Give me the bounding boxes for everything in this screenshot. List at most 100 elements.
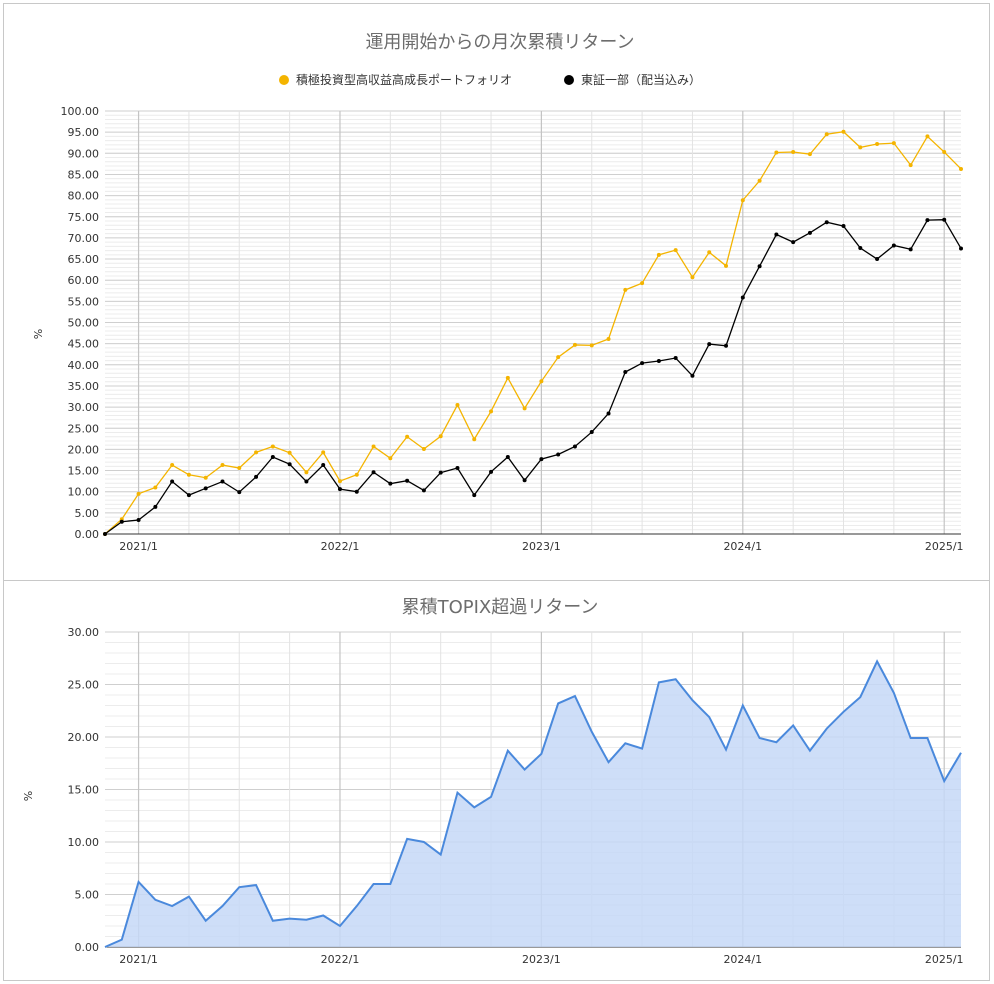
data-point-topix (304, 479, 309, 484)
data-point-portfolio (254, 450, 259, 455)
x-tick-label: 2022/1 (321, 540, 360, 553)
data-point (356, 905, 358, 907)
data-point-topix (119, 519, 124, 524)
data-point-topix (891, 243, 896, 248)
data-point (608, 761, 610, 763)
data-point (222, 905, 224, 907)
data-point-portfolio (824, 132, 829, 137)
legend-label-topix: 東証一部（配当込み） (581, 72, 701, 87)
data-point-portfolio (908, 163, 913, 168)
chart-title: 累積TOPIX超過リターン (402, 597, 599, 618)
data-point (507, 750, 509, 752)
data-point-topix (539, 457, 544, 462)
x-tick-label: 2024/1 (723, 953, 762, 966)
data-point-portfolio (539, 379, 544, 384)
data-point-portfolio (489, 409, 494, 414)
data-point-portfolio (640, 281, 645, 286)
data-point (306, 919, 308, 921)
data-point (171, 905, 173, 907)
data-point (960, 752, 962, 754)
chart-legend: 積極投資型高収益高成長ポートフォリオ 東証一部（配当込み） (279, 72, 701, 87)
data-point (238, 886, 240, 888)
data-point (272, 920, 274, 922)
data-point-topix (589, 430, 594, 435)
data-point-topix (908, 247, 913, 252)
y-tick-label: 80.00 (68, 190, 100, 203)
x-axis-ticks: 2021/1 2022/1 2023/1 2024/1 2025/1 (119, 540, 963, 553)
series-line-portfolio (104, 131, 962, 535)
data-point (440, 854, 442, 856)
data-point-topix (774, 232, 779, 237)
x-tick-label: 2025/1 (925, 953, 964, 966)
data-point-portfolio (925, 134, 930, 139)
data-point (406, 838, 408, 840)
data-point-portfolio (875, 141, 880, 146)
excess-return-chart-panel: 累積TOPIX超過リターン % 0.00 5.00 10.00 15.00 20.00 2… (3, 580, 990, 981)
grid (105, 110, 961, 535)
data-point-topix (959, 246, 963, 251)
x-tick-label: 2022/1 (321, 953, 360, 966)
data-point-portfolio (740, 198, 745, 203)
y-tick-label: 60.00 (68, 274, 100, 287)
data-point (641, 748, 643, 750)
y-tick-label: 30.00 (68, 401, 100, 414)
data-point (876, 661, 878, 663)
y-tick-label: 50.00 (68, 317, 100, 330)
data-point (541, 753, 543, 755)
data-point (473, 807, 475, 809)
data-point-portfolio (623, 287, 628, 292)
data-point-topix (254, 474, 259, 479)
data-point-portfolio (220, 463, 225, 468)
data-point-topix (186, 493, 191, 498)
data-point-portfolio (891, 141, 896, 146)
data-point (809, 750, 811, 752)
y-tick-label: 5.00 (75, 889, 100, 902)
y-tick-label: 85.00 (68, 168, 100, 181)
data-point-topix (757, 264, 762, 269)
data-point (725, 749, 727, 751)
data-point (792, 725, 794, 727)
data-point-portfolio (707, 250, 712, 255)
data-point (742, 705, 744, 707)
data-point-portfolio (656, 252, 661, 257)
data-point-topix (556, 452, 561, 457)
legend-label-portfolio: 積極投資型高収益高成長ポートフォリオ (296, 72, 512, 87)
y-tick-label: 5.00 (75, 507, 100, 520)
data-point-portfolio (371, 444, 376, 449)
data-point-topix (321, 463, 326, 468)
data-point-topix (203, 486, 208, 491)
y-tick-label: 100.00 (61, 105, 100, 118)
y-tick-label: 65.00 (68, 253, 100, 266)
data-point (457, 792, 459, 794)
data-point-portfolio (455, 402, 460, 407)
data-point-topix (841, 224, 846, 229)
data-point-portfolio (287, 450, 292, 455)
data-point-topix (472, 493, 477, 498)
data-point-portfolio (472, 437, 477, 442)
x-tick-label: 2025/1 (925, 540, 964, 553)
data-point-topix (153, 504, 158, 509)
data-point-topix (489, 469, 494, 474)
cumulative-return-chart: 運用開始からの月次累積リターン 積極投資型高収益高成長ポートフォリオ 東証一部（… (32, 32, 964, 553)
y-tick-label: 40.00 (68, 359, 100, 372)
y-axis-ticks: 0.00 5.00 10.00 15.00 20.00 25.00 30.00 (68, 626, 100, 954)
x-tick-label: 2024/1 (723, 540, 762, 553)
data-point-portfolio (354, 472, 359, 477)
data-point-portfolio (304, 470, 309, 475)
data-point (692, 699, 694, 701)
y-tick-label: 20.00 (68, 731, 100, 744)
data-point (591, 731, 593, 733)
data-point (557, 703, 559, 705)
x-axis-ticks: 2021/1 2022/1 2023/1 2024/1 2025/1 (119, 953, 963, 966)
data-point (205, 920, 207, 922)
data-point (859, 696, 861, 698)
data-point-topix (740, 295, 745, 300)
data-point-portfolio (405, 434, 410, 439)
data-point-topix (220, 479, 225, 484)
series-line-topix (104, 219, 962, 535)
y-tick-label: 25.00 (68, 422, 100, 435)
data-point (255, 884, 257, 886)
data-point (943, 780, 945, 782)
data-point (826, 728, 828, 730)
data-point-topix (388, 481, 393, 486)
